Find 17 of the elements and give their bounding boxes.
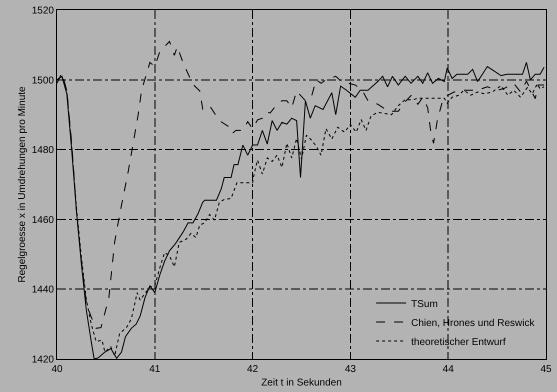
x-tick-label: 45 xyxy=(540,364,552,375)
x-tick-label: 41 xyxy=(149,364,161,375)
legend-label: Chien, Hrones und Reswick xyxy=(411,318,536,329)
x-tick-label: 40 xyxy=(51,364,63,375)
x-tick-label: 43 xyxy=(344,364,356,375)
y-tick-label: 1420 xyxy=(32,354,54,366)
legend-label: theoretischer Entwurf xyxy=(411,336,506,348)
legend-label: TSum xyxy=(411,298,438,310)
y-tick-label: 1460 xyxy=(32,214,54,226)
y-axis-title: Regelgroesse x in Umdrehungen pro Minute xyxy=(16,86,28,283)
x-axis-title: Zeit t in Sekunden xyxy=(261,378,342,388)
y-tick-label: 1480 xyxy=(32,145,54,156)
x-tick-label: 44 xyxy=(442,364,454,375)
y-tick-label: 1520 xyxy=(32,6,54,16)
y-tick-label: 1440 xyxy=(32,284,54,296)
x-tick-label: 42 xyxy=(247,364,259,375)
y-tick-label: 1500 xyxy=(32,75,54,86)
